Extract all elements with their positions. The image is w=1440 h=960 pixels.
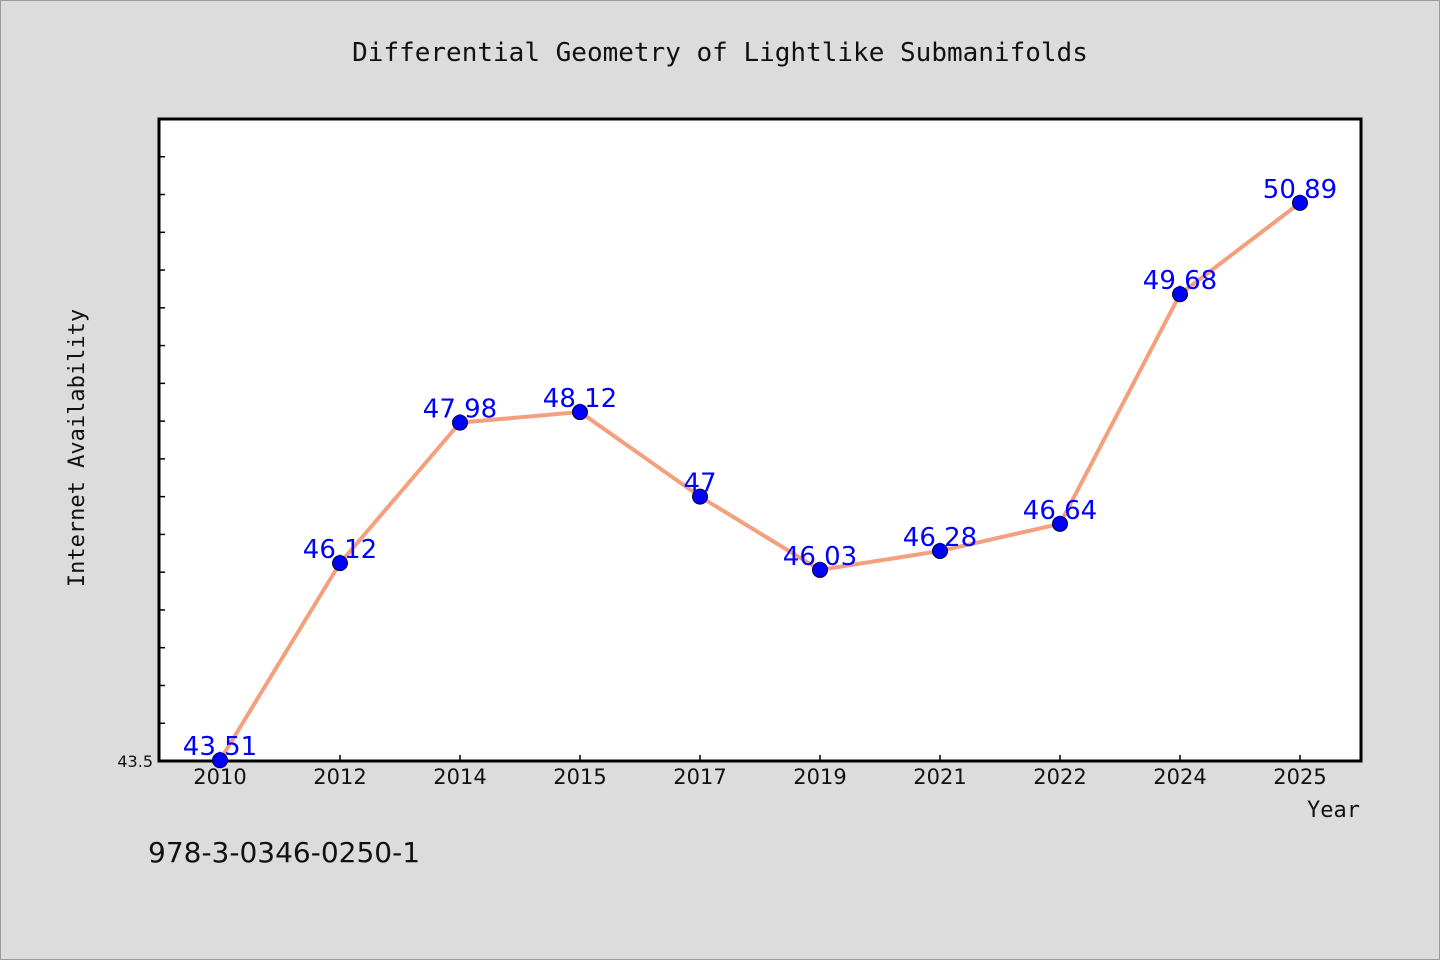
x-tick-label: 2024 (1153, 765, 1206, 789)
x-tick-label: 2021 (913, 765, 966, 789)
data-label: 46.28 (903, 523, 977, 553)
chart-title: Differential Geometry of Lightlike Subma… (352, 38, 1088, 68)
data-labels: 43.51 46.12 47.98 48.12 47 46.03 46.28 46.64 49.… (183, 175, 1337, 762)
y-tick-label: 43.5 (117, 752, 153, 771)
data-label: 50.89 (1263, 175, 1337, 205)
x-tick-label: 2012 (313, 765, 366, 789)
data-point (1292, 194, 1308, 211)
x-tick-label: 2010 (193, 765, 246, 789)
data-point (812, 561, 828, 578)
data-point (692, 488, 708, 505)
x-axis-ticks: 2010 2012 2014 2015 2017 2019 2021 2022 2024 2025 (193, 755, 1327, 789)
x-tick-label: 2022 (1033, 765, 1086, 789)
x-tick-label: 2014 (433, 765, 486, 789)
x-tick-label: 2019 (793, 765, 846, 789)
data-point (332, 555, 348, 572)
data-label: 43.51 (183, 732, 257, 762)
data-label: 46.03 (783, 542, 857, 572)
data-point (572, 404, 588, 421)
data-point (1172, 286, 1188, 303)
x-tick-label: 2015 (553, 765, 606, 789)
data-point (1052, 515, 1068, 532)
data-point (212, 752, 228, 769)
plot-area (157, 117, 1363, 763)
data-label: 47.98 (423, 395, 497, 425)
x-tick-label: 2025 (1273, 765, 1326, 789)
data-label: 49.68 (1143, 266, 1217, 296)
data-point (932, 543, 948, 560)
x-axis-label: Year (1307, 798, 1360, 823)
data-label: 48.12 (543, 384, 617, 414)
data-label: 46.64 (1023, 496, 1097, 526)
isbn-footer: 978-3-0346-0250-1 (148, 836, 420, 869)
data-point (452, 414, 468, 431)
data-label: 46.12 (303, 535, 377, 565)
data-label: 47 (683, 469, 716, 499)
series-line (218, 201, 1302, 762)
y-axis-ticks: 43.5 (117, 118, 165, 771)
y-axis-label: Internet Availability (65, 309, 90, 587)
series-layer (212, 194, 1308, 769)
x-tick-label: 2017 (673, 765, 726, 789)
